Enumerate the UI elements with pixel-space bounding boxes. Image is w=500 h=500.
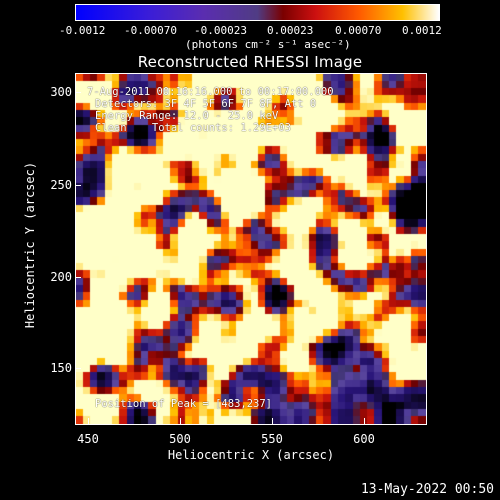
colorbar-tick: 0.00070: [335, 24, 382, 37]
x-tick-mark: [180, 418, 181, 424]
y-axis-label: Heliocentric Y (arcsec): [23, 161, 37, 329]
date-stamp: 13-May-2022 00:50: [360, 482, 494, 497]
colorbar-tick: -0.00023: [194, 24, 247, 37]
clean-counts-label: Clean Total counts: 1.29E+03: [95, 122, 291, 134]
x-axis-label: Heliocentric X (arcsec): [167, 448, 335, 462]
y-tick-mark: [75, 185, 81, 186]
colorbar-units: (photons cm⁻² s⁻¹ asec⁻²): [185, 38, 351, 51]
y-tick-label: 150: [50, 361, 72, 375]
colorbar-tick: 0.0012: [402, 24, 442, 37]
y-tick-mark: [75, 277, 81, 278]
detectors-label: Detectors: 3F 4F 5F 6F 7F 8F, Att 0: [95, 98, 317, 110]
y-tick-mark: [75, 92, 81, 93]
colorbar-tick: -0.00070: [124, 24, 177, 37]
reconstructed-image: [76, 74, 426, 424]
x-tick-label: 450: [77, 432, 99, 446]
colorbar-tick: 0.00023: [267, 24, 314, 37]
peak-position-label: Position of Peak = [483,237]: [95, 398, 273, 410]
energy-range-label: Energy Range: 12.0 - 25.0 keV: [95, 110, 279, 122]
x-tick-label: 600: [353, 432, 375, 446]
x-tick-label: 550: [261, 432, 283, 446]
y-tick-label: 200: [50, 270, 72, 284]
x-tick-mark: [88, 418, 89, 424]
colorbar: [75, 4, 440, 21]
y-tick-mark: [75, 368, 81, 369]
image-plot: 7-Aug-2011 00:16:16.000 to 00:17:00.000 …: [75, 73, 427, 425]
colorbar-tick: -0.0012: [59, 24, 106, 37]
x-tick-mark: [364, 418, 365, 424]
x-tick-label: 500: [169, 432, 191, 446]
x-tick-mark: [272, 418, 273, 424]
time-range-label: 7-Aug-2011 00:16:16.000 to 00:17:00.000: [87, 86, 334, 98]
plot-title: Reconstructed RHESSI Image: [137, 53, 363, 71]
y-tick-label: 250: [50, 178, 72, 192]
y-tick-label: 300: [50, 85, 72, 99]
